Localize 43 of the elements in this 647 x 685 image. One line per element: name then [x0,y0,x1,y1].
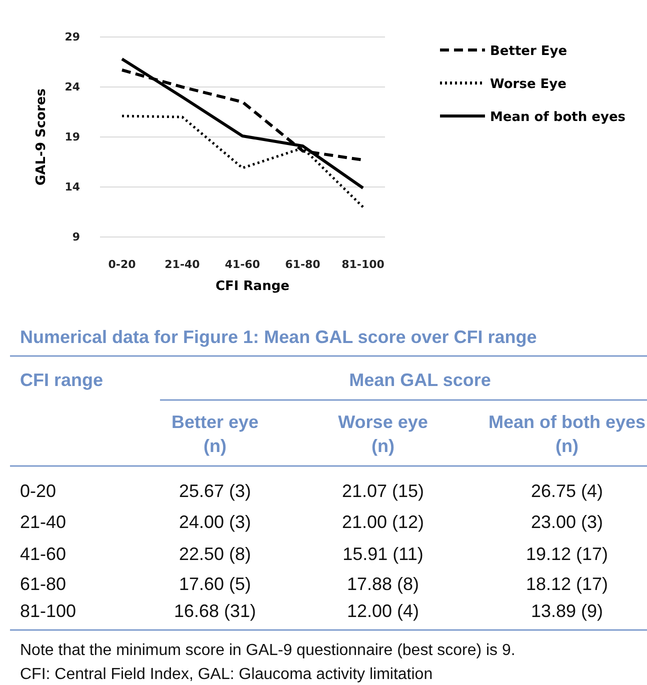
x-tick-label: 0-20 [108,258,136,271]
x-tick-label: 41-60 [224,258,260,271]
legend-label: Better Eye [490,44,568,59]
y-tick-label: 14 [64,180,80,194]
legend-label: Worse Eye [490,77,567,92]
text: 19.12 (17) [526,544,608,564]
text: Better eye (n) [171,412,259,456]
text: CFI range [20,370,104,390]
text: 24.00 (3) [178,512,252,532]
text: 17.60 (5) [178,574,252,594]
text: 21.07 (15) [342,481,424,501]
text: 0-20 [20,481,56,501]
y-tick-label: 19 [64,130,80,144]
x-tick-label: 81-100 [342,258,385,271]
text: 16.68 (31) [174,601,256,621]
text: 26.75 (4) [530,481,604,501]
text: 12.00 (4) [346,601,420,621]
x-tick-label: 61-80 [285,258,321,271]
text: 15.91 (11) [342,544,424,564]
text: Mean GAL score [349,370,491,390]
text: 21.00 (12) [342,512,424,532]
y-tick-label: 24 [64,80,80,94]
text: 25.67 (3) [178,481,252,501]
text: 81-100 [20,601,76,621]
text: Note that the minimum score in GAL-9 questionnaire (best score) is 9. [20,642,516,659]
text: 21-40 [20,512,66,532]
y-tick-label: 9 [72,230,80,244]
y-axis-title: GAL-9 Scores [34,88,49,186]
text: 18.12 (17) [526,574,608,594]
legend-label: Mean of both eyes [490,110,626,125]
text: 17.88 (8) [346,574,420,594]
text: 22.50 (8) [178,544,252,564]
text: 61-80 [20,574,66,594]
text: 23.00 (3) [530,512,604,532]
text: Numerical data for Figure 1: Mean GAL score over CFI range [20,327,537,347]
y-tick-label: 29 [64,30,80,44]
text: Mean of both eyes (n) [488,412,646,456]
text: CFI: Central Field Index, GAL: Glaucoma activity limitation [20,666,433,683]
text: 13.89 (9) [530,601,604,621]
text: 41-60 [20,544,66,564]
x-tick-label: 21-40 [164,258,200,271]
x-axis-title: CFI Range [216,279,290,294]
text: Worse eye (n) [338,412,428,456]
